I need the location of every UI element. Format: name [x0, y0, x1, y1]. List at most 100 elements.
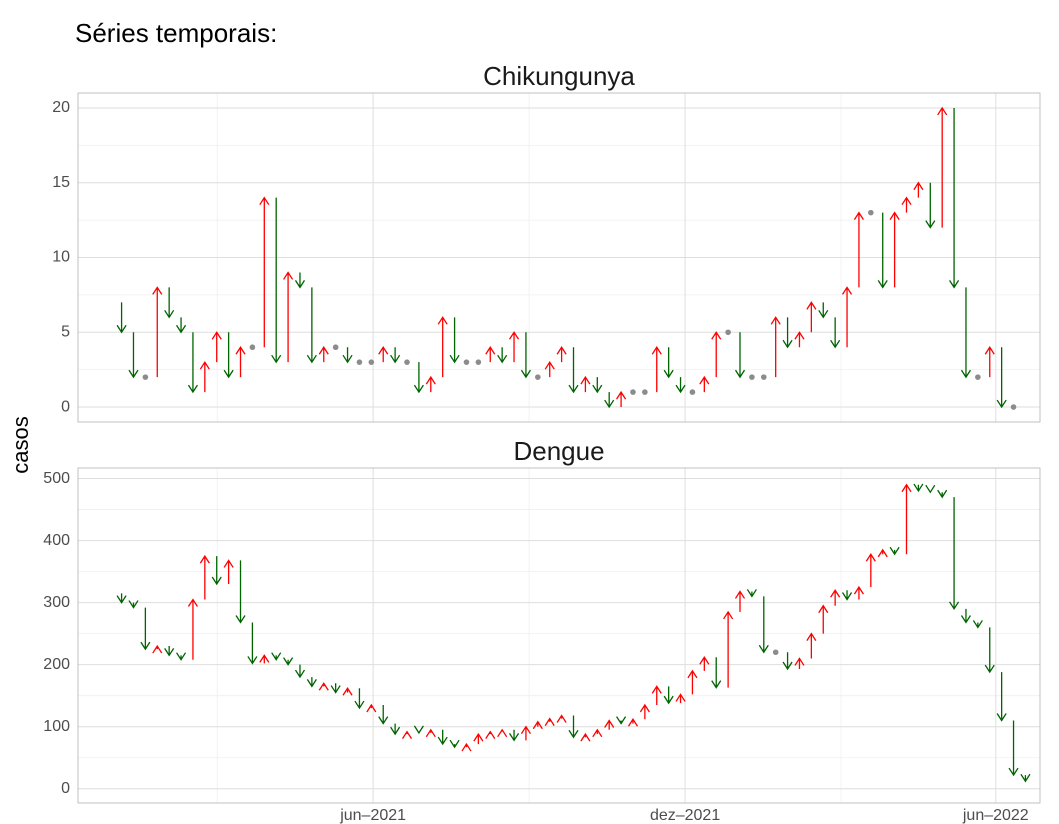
down-arrow — [413, 362, 424, 394]
y-tick-label: 300 — [43, 594, 70, 611]
down-arrow — [818, 302, 829, 319]
down-arrow — [604, 392, 615, 409]
no-change-point — [368, 359, 375, 365]
no-change-point — [630, 389, 636, 395]
down-arrow — [187, 332, 198, 394]
no-change-point — [535, 374, 541, 380]
up-arrow — [675, 693, 686, 704]
up-arrow — [378, 346, 389, 363]
no-change-point — [749, 374, 755, 380]
up-arrow — [889, 211, 900, 288]
down-arrow — [354, 688, 365, 710]
up-arrow — [794, 657, 805, 669]
down-arrow — [271, 197, 282, 364]
down-arrow — [449, 739, 460, 749]
y-tick-label: 200 — [43, 656, 70, 673]
no-change-point — [772, 649, 779, 656]
down-arrow — [508, 729, 520, 742]
down-arrow — [294, 272, 306, 289]
up-arrow — [485, 730, 496, 740]
no-change-point — [142, 374, 149, 380]
up-arrow — [592, 728, 603, 738]
down-arrow — [390, 347, 401, 364]
down-arrow — [247, 622, 258, 665]
up-arrow — [223, 559, 234, 585]
up-arrow — [425, 728, 436, 738]
down-arrow — [306, 287, 317, 364]
up-arrow — [806, 301, 817, 333]
up-arrow — [199, 554, 210, 600]
down-arrow — [390, 723, 401, 736]
up-arrow — [318, 682, 329, 691]
down-arrow — [1008, 720, 1019, 777]
up-arrow — [627, 718, 639, 727]
down-arrow — [176, 652, 187, 661]
y-tick-label: 100 — [43, 718, 70, 735]
no-change-point — [725, 329, 731, 336]
down-arrow — [663, 347, 674, 379]
down-arrow — [413, 725, 424, 735]
down-arrow — [568, 715, 579, 739]
up-arrow — [865, 553, 876, 588]
down-arrow — [164, 287, 175, 319]
down-arrow — [437, 729, 448, 746]
up-arrow — [437, 316, 448, 378]
x-tick-label: dez–2021 — [650, 807, 720, 824]
down-arrow — [913, 483, 924, 493]
down-arrow — [675, 377, 686, 394]
no-change-point — [642, 389, 648, 395]
up-arrow — [853, 211, 864, 288]
y-tick-label: 15 — [52, 174, 70, 191]
up-arrow — [152, 286, 163, 378]
no-change-point — [760, 374, 767, 380]
down-arrow — [984, 627, 995, 674]
down-arrow — [520, 332, 531, 379]
no-change-point — [404, 359, 410, 365]
down-arrow — [116, 593, 127, 604]
down-arrow — [841, 590, 853, 601]
panel-title: Chikungunya — [483, 61, 635, 91]
y-tick-label: 500 — [43, 470, 70, 487]
down-arrow — [497, 347, 508, 364]
down-arrow — [937, 489, 948, 499]
up-arrow — [616, 390, 627, 408]
up-arrow — [711, 331, 722, 378]
down-arrow — [758, 596, 769, 654]
down-arrow — [746, 589, 757, 598]
down-arrow — [592, 377, 603, 394]
up-arrow — [580, 375, 591, 393]
down-arrow — [960, 287, 972, 379]
up-arrow — [901, 196, 912, 213]
no-change-point — [475, 359, 482, 365]
down-arrow — [128, 332, 139, 379]
down-arrow — [568, 347, 579, 394]
down-arrow — [960, 608, 972, 624]
down-arrow — [140, 607, 151, 651]
y-tick-label: 10 — [52, 249, 70, 266]
y-tick-label: 400 — [43, 532, 70, 549]
down-arrow — [378, 704, 389, 725]
panel-border — [77, 92, 1041, 423]
panel-title: Dengue — [513, 436, 604, 466]
down-arrow — [996, 347, 1007, 409]
down-arrow — [877, 212, 888, 289]
down-arrow — [1020, 773, 1031, 783]
up-arrow — [532, 720, 543, 730]
down-arrow — [663, 686, 674, 705]
up-arrow — [734, 590, 746, 612]
no-change-point — [356, 359, 363, 365]
up-arrow — [901, 483, 912, 555]
down-arrow — [711, 657, 722, 689]
down-arrow — [330, 683, 341, 694]
down-arrow — [734, 332, 746, 379]
up-arrow — [877, 548, 888, 558]
up-arrow — [485, 346, 496, 363]
down-arrow — [306, 677, 317, 688]
down-arrow — [925, 182, 936, 229]
up-arrow — [699, 656, 710, 671]
up-arrow — [187, 598, 198, 660]
down-arrow — [283, 657, 294, 666]
up-arrow — [520, 725, 531, 741]
no-change-point — [249, 344, 256, 351]
